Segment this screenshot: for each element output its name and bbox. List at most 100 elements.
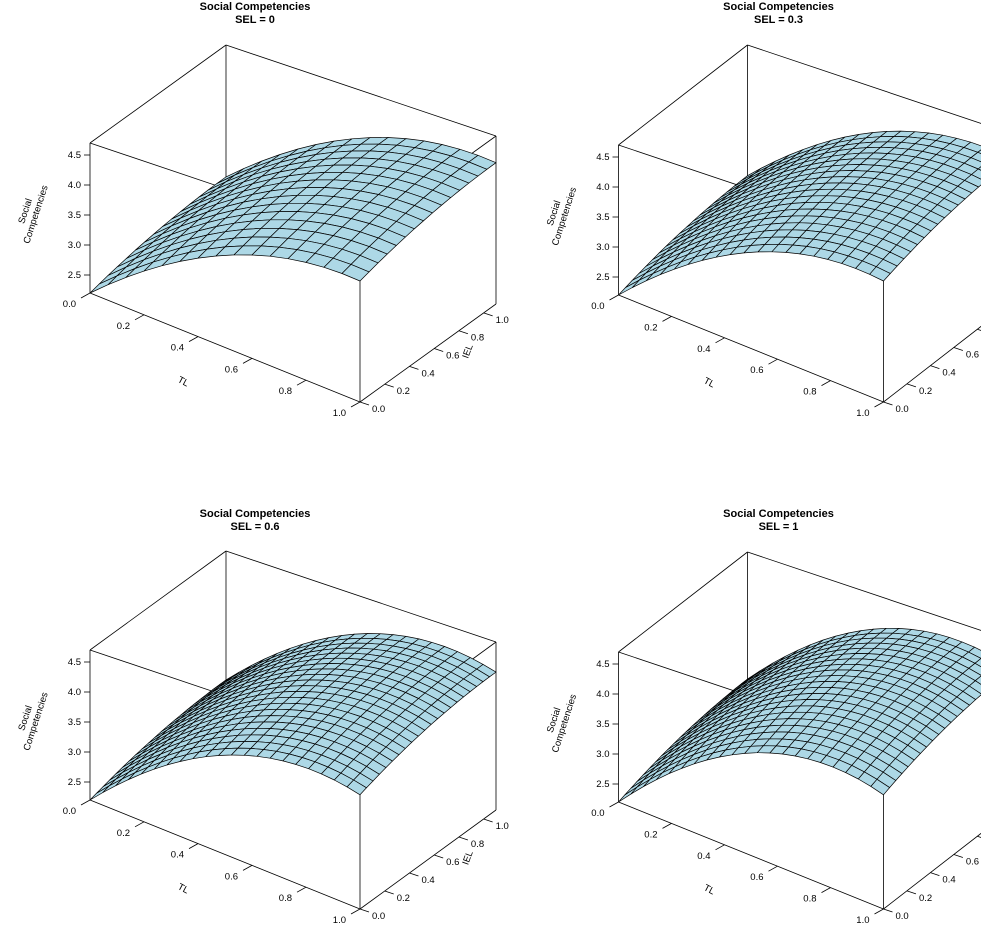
box-edge (618, 801, 884, 910)
z-axis: 2.5 3.0 3.5 4.0 4.5 SocialCompetencies (11, 657, 90, 788)
z-axis-label: SocialCompetencies (11, 687, 51, 752)
y-tick (906, 383, 917, 388)
x-tick (80, 799, 91, 806)
z-tick-label: 3.5 (596, 719, 609, 730)
y-tick-label: 0.2 (397, 386, 410, 397)
z-axis-label: SocialCompetencies (11, 180, 51, 245)
y-tick-label: 1.0 (496, 821, 509, 832)
x-tick-label: 0.8 (803, 894, 816, 905)
z-tick-label: 3.0 (68, 240, 81, 251)
panel-title: Social Competencies (200, 1, 311, 13)
surface-facet (618, 279, 640, 296)
y-tick (483, 818, 493, 823)
surface-facet (869, 266, 891, 282)
x-tick (768, 358, 778, 365)
y-tick-label: 0.4 (421, 875, 434, 886)
z-tick-label: 4.5 (68, 657, 81, 668)
y-tick-label: 0.2 (919, 386, 932, 397)
y-tick (434, 854, 444, 859)
x-tick (350, 401, 361, 408)
x-axis-label: TL (176, 881, 191, 896)
z-tick-label: 2.5 (68, 777, 81, 788)
x-tick-label: 0.2 (117, 321, 130, 332)
y-tick (483, 312, 493, 317)
y-tick-label: 0.0 (372, 911, 385, 922)
x-tick-label: 0.0 (63, 299, 76, 310)
x-axis-label: TL (176, 374, 191, 389)
y-tick-label: 0.0 (896, 911, 909, 922)
y-tick (930, 365, 940, 370)
y-tick (458, 330, 469, 335)
box-edge (89, 44, 227, 144)
x-axis: 0.0 0.2 0.4 0.6 0.8 1.0 TL (63, 799, 361, 926)
y-tick (359, 908, 370, 913)
z-tick-label: 3.0 (596, 242, 609, 253)
y-axis-label: IEL (460, 343, 475, 360)
x-tick-label: 0.4 (697, 344, 710, 355)
box-edge (89, 550, 227, 651)
x-tick-label: 0.4 (171, 343, 184, 354)
x-tick (662, 316, 672, 322)
z-tick-label: 4.0 (68, 180, 81, 191)
x-tick (350, 908, 361, 915)
x-tick-label: 0.4 (697, 851, 710, 862)
x-tick-label: 0.8 (803, 387, 816, 398)
y-tick-label: 0.2 (397, 893, 410, 904)
surface-facet (977, 166, 981, 171)
box-edge (359, 303, 497, 403)
z-tick-label: 4.5 (596, 659, 609, 670)
box-edge (883, 832, 981, 910)
panel-title: Social Competencies (723, 508, 834, 520)
z-tick-label: 2.5 (596, 779, 609, 790)
y-tick-label: 0.8 (471, 839, 484, 850)
x-tick (609, 294, 619, 301)
z-tick-label: 4.0 (68, 687, 81, 698)
x-tick (662, 823, 672, 829)
box-edge (747, 44, 981, 124)
z-tick-label: 4.5 (68, 150, 81, 161)
surface (618, 130, 981, 296)
y-tick (953, 347, 963, 351)
x-axis: 0.0 0.2 0.4 0.6 0.8 1.0 TL (63, 292, 361, 419)
z-tick-label: 4.5 (596, 152, 609, 163)
y-tick-label: 0.4 (421, 368, 434, 379)
x-tick (80, 292, 91, 299)
x-tick-label: 0.2 (117, 828, 130, 839)
y-tick-label: 0.8 (471, 333, 484, 344)
z-tick-label: 4.0 (596, 182, 609, 193)
y-tick (434, 348, 444, 352)
x-tick (134, 821, 145, 828)
x-axis: 0.0 0.2 0.4 0.6 0.8 1.0 TL (591, 294, 884, 419)
x-tick-label: 0.8 (279, 386, 292, 397)
panel-sel-0-6: Social Competencies SEL = 0.6 0.00.20.40… (11, 508, 508, 926)
y-tick-label: 0.6 (966, 349, 979, 360)
y-tick (409, 365, 419, 370)
box-edge (883, 325, 981, 403)
panel-subtitle: SEL = 0.3 (754, 14, 803, 26)
box-edge (89, 292, 361, 403)
surface-facet (618, 786, 638, 803)
box-edge (747, 551, 981, 631)
x-tick (134, 314, 145, 321)
x-tick (768, 865, 778, 872)
surface-facet (977, 149, 981, 155)
panel-sel-0-3: Social Competencies SEL = 0.3 0.00.20.40… (545, 1, 981, 419)
y-tick-label: 0.6 (966, 856, 979, 867)
x-tick-label: 1.0 (856, 915, 869, 926)
y-tick (883, 401, 893, 406)
box-edge (618, 44, 748, 146)
z-tick-label: 2.5 (596, 272, 609, 283)
z-axis: 2.5 3.0 3.5 4.0 4.5 SocialCompetencies (11, 150, 90, 281)
surface-facet (89, 275, 118, 294)
x-tick-label: 0.6 (750, 365, 763, 376)
panel-sel-0: Social Competencies SEL = 0 0.0 0.2 0.4 0.6… (11, 1, 508, 419)
box-edge (225, 44, 497, 137)
y-tick (359, 401, 370, 406)
x-tick-label: 0.8 (279, 893, 292, 904)
surface (618, 627, 981, 803)
